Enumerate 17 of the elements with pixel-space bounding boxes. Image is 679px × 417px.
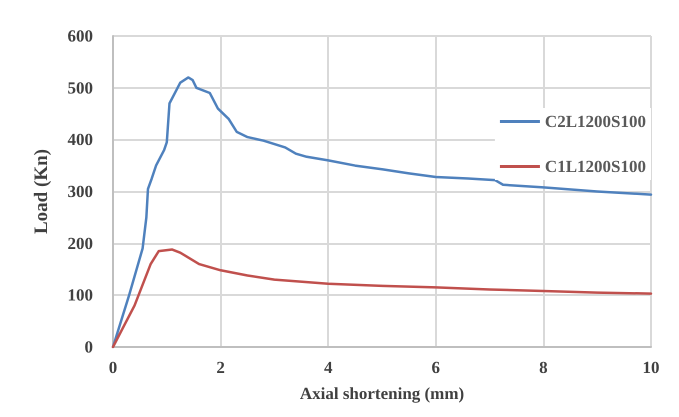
legend-label: C1L1200S100: [544, 157, 646, 176]
legend-label: C2L1200S100: [544, 112, 646, 131]
x-tick-label: 10: [642, 358, 660, 377]
y-axis-title: Load (Kn): [31, 149, 52, 234]
y-tick-label: 300: [68, 182, 93, 201]
y-tick-label: 0: [84, 338, 93, 356]
y-tick-label: 500: [68, 78, 93, 98]
x-tick-label: 8: [539, 358, 548, 377]
x-tick-label: 0: [108, 358, 118, 377]
x-axis-title: Axial shortening (mm): [300, 384, 464, 403]
x-tick-label: 2: [216, 358, 225, 377]
y-tick-label: 200: [68, 234, 93, 253]
y-tick-label: 600: [68, 26, 93, 46]
x-tick-label: 6: [432, 358, 440, 377]
x-tick-label: 4: [324, 358, 333, 377]
y-tick-label: 400: [68, 130, 93, 150]
y-tick-label: 100: [68, 286, 93, 305]
